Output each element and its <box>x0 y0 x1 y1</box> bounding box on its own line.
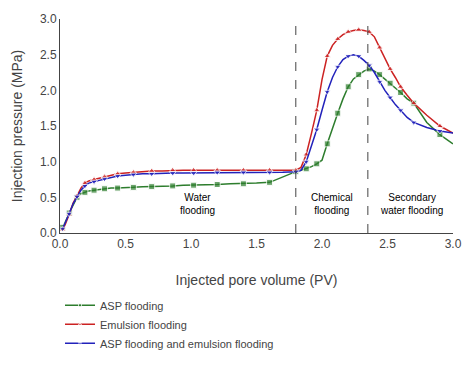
svg-text:3.0: 3.0 <box>445 237 462 251</box>
svg-text:2.0: 2.0 <box>40 84 57 98</box>
svg-text:Secondarywater flooding: Secondarywater flooding <box>380 192 443 216</box>
svg-text:Emulsion flooding: Emulsion flooding <box>100 319 187 331</box>
svg-text:2.5: 2.5 <box>40 48 57 62</box>
svg-text:2.0: 2.0 <box>314 237 331 251</box>
svg-text:1.0: 1.0 <box>183 237 200 251</box>
svg-text:0.0: 0.0 <box>40 226 57 240</box>
svg-text:1.0: 1.0 <box>40 155 57 169</box>
svg-text:0.0: 0.0 <box>52 237 69 251</box>
svg-text:1.5: 1.5 <box>40 119 57 133</box>
svg-text:ASP flooding: ASP flooding <box>100 300 163 312</box>
svg-text:0.5: 0.5 <box>117 237 134 251</box>
svg-text:2.5: 2.5 <box>379 237 396 251</box>
svg-text:ASP flooding and emulsion floo: ASP flooding and emulsion flooding <box>100 338 273 350</box>
svg-text:Chemicalflooding: Chemicalflooding <box>311 192 353 216</box>
svg-text:0.5: 0.5 <box>40 191 57 205</box>
svg-text:1.5: 1.5 <box>248 237 265 251</box>
svg-text:3.0: 3.0 <box>40 12 57 26</box>
svg-text:Injected pore volume (PV): Injected pore volume (PV) <box>176 272 338 288</box>
svg-text:Waterflooding: Waterflooding <box>180 192 215 216</box>
svg-text:Injection pressure (MPa): Injection pressure (MPa) <box>9 50 25 203</box>
